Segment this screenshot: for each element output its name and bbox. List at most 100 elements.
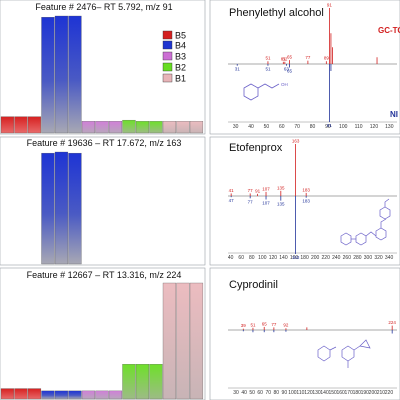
bar-panel-3: Feature # 12667 – RT 13.316, m/z 224 — [0, 267, 206, 400]
bar — [122, 364, 136, 400]
library-peak-label: 107 — [262, 186, 270, 191]
x-tick-label: 180 — [353, 390, 362, 396]
library-peak-label: 77 — [248, 188, 254, 193]
legend-swatch-b3 — [162, 51, 173, 61]
bar — [68, 15, 82, 134]
x-tick-label: 170 — [345, 390, 354, 396]
x-tick-label: 200 — [369, 390, 378, 396]
x-tick-label: 200 — [311, 255, 320, 261]
x-tick-label: 90 — [325, 124, 331, 130]
spectrum-panel-1: Phenylethyl alcohol GC-TO NI 30 40 50 60 70 8… — [209, 0, 400, 135]
experimental-peak-label: 91 — [327, 123, 333, 128]
x-tick-label: 60 — [238, 255, 244, 261]
x-tick-label: 300 — [364, 255, 373, 261]
x-tick-label: 80 — [249, 255, 255, 261]
x-tick-label: 40 — [241, 390, 247, 396]
spectrum-2-compound: Etofenprox — [229, 142, 283, 154]
bar — [68, 152, 82, 265]
library-peak-label: 65 — [287, 55, 293, 60]
bar — [54, 151, 69, 265]
bar-panel-1-bars — [0, 15, 204, 134]
bar-panel-2-bars — [41, 151, 82, 265]
x-tick-label: 120 — [304, 390, 313, 396]
bar-panel-1-title: Feature # 2476– RT 5.792, m/z 91 — [35, 2, 172, 12]
bar — [162, 121, 177, 134]
x-tick-label: 130 — [385, 124, 394, 130]
x-tick-label: 320 — [374, 255, 383, 261]
library-peak-label: 51 — [250, 322, 256, 327]
experimental-peak-label: 47 — [229, 198, 235, 203]
etofenprox-structure-icon — [340, 198, 391, 246]
x-tick-label: 110 — [296, 390, 304, 396]
bar — [41, 152, 55, 265]
spectrum-1-compound: Phenylethyl alcohol — [229, 7, 324, 19]
legend-label-b2: B2 — [175, 63, 186, 73]
experimental-peak-label: 135 — [277, 202, 285, 207]
library-peak-label: 224 — [388, 320, 396, 325]
legend-swatch-b1 — [162, 73, 173, 83]
x-tick-label: 30 — [233, 124, 239, 130]
x-tick-label: 150 — [328, 390, 337, 396]
library-peak-label: 41 — [229, 188, 235, 193]
x-tick-label: 160 — [336, 390, 345, 396]
bar — [41, 17, 55, 134]
x-tick-label: 40 — [228, 255, 234, 261]
x-tick-label: 60 — [279, 124, 285, 130]
x-tick-label: 340 — [385, 255, 394, 261]
library-peak-label: 77 — [271, 322, 277, 327]
legend: B5 B4 B3 B2 B1 — [162, 30, 186, 84]
x-tick-label: 70 — [265, 390, 271, 396]
bar — [176, 121, 190, 134]
phenylethyl-alcohol-structure-icon: OH — [243, 82, 288, 101]
legend-label-b3: B3 — [175, 52, 186, 62]
bar — [81, 390, 96, 400]
bar-panel-3-title: Feature # 12667 – RT 13.316, m/z 224 — [27, 270, 182, 280]
library-peak-label: 183 — [302, 187, 310, 192]
x-tick-label: 140 — [320, 390, 329, 396]
x-tick-label: 90 — [282, 390, 288, 396]
x-tick-label: 120 — [370, 124, 379, 130]
bar-panel-3-bars — [0, 282, 204, 400]
bar — [149, 364, 163, 400]
x-tick-label: 280 — [353, 255, 362, 261]
library-peak-label: 92 — [283, 323, 289, 328]
legend-swatch-b4 — [162, 40, 173, 50]
bar — [135, 364, 150, 400]
x-tick-label: 210 — [377, 390, 386, 396]
bar — [41, 390, 55, 400]
experimental-peak-label: 183 — [302, 199, 310, 204]
x-tick-label: 130 — [312, 390, 321, 396]
x-tick-label: 60 — [257, 390, 263, 396]
bar — [14, 116, 28, 134]
bar — [27, 116, 42, 134]
spectrum-panel-2: Etofenprox 40 60 80 100 120 140 160 180 200 220 24… — [209, 136, 400, 266]
x-tick-label: 100 — [258, 255, 267, 261]
experimental-peak-label: 107 — [262, 200, 270, 205]
x-tick-label: 140 — [279, 255, 288, 261]
bar — [149, 121, 163, 134]
experimental-peak-label: 65 — [287, 68, 293, 73]
bar — [108, 390, 123, 400]
x-tick-label: 180 — [300, 255, 309, 261]
bar — [68, 390, 82, 400]
experimental-label: NI — [390, 110, 398, 119]
bar — [189, 282, 204, 400]
spectrum-panel-3: Cyprodinil 30 40 50 60 70 80 90 100 110 120 130 140… — [209, 267, 400, 400]
legend-swatch-b2 — [162, 62, 173, 72]
library-peak-label: 65 — [262, 321, 268, 326]
bar — [108, 121, 123, 134]
experimental-peak-label: 31 — [235, 67, 241, 72]
x-tick-label: 70 — [294, 124, 300, 130]
experimental-peak-label: 163 — [292, 255, 300, 260]
x-tick-label: 50 — [264, 124, 270, 130]
bar — [0, 388, 15, 400]
bar — [95, 390, 109, 400]
bar — [135, 121, 150, 134]
legend-swatch-b5 — [162, 30, 173, 40]
library-peak-label: 51 — [265, 56, 271, 61]
experimental-peak-label: 77 — [248, 199, 254, 204]
bar-panel-1: Feature # 2476– RT 5.792, m/z 91 B5 B4 B… — [0, 0, 206, 135]
bar — [176, 282, 190, 400]
svg-text:OH: OH — [281, 82, 288, 87]
